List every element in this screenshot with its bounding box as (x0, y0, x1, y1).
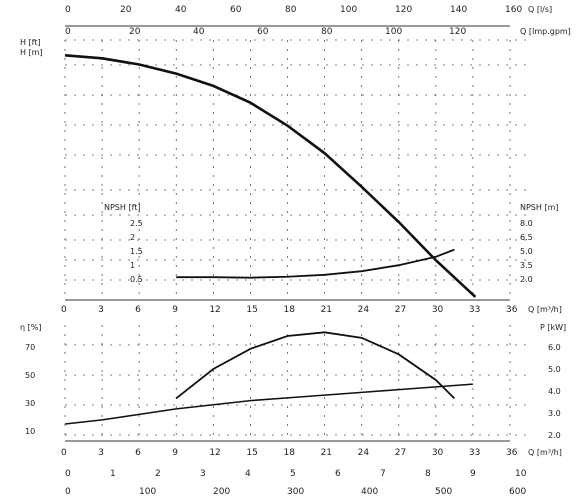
bottom-x-tick: 18 (284, 448, 296, 458)
bottom-x-tick: 24 (358, 448, 370, 458)
top-tick-ls: 80 (285, 5, 297, 15)
bottom-row2-tick: 100 (139, 487, 156, 497)
npsh-tick-left: 2.5 (130, 219, 143, 228)
mid-x-tick: 9 (172, 305, 178, 315)
bottom-x-tick: 0 (61, 448, 67, 458)
power-tick: 3.0 (548, 409, 561, 418)
x-label-bottom: Q [m³/h] (528, 448, 562, 457)
eff-tick: 50 (25, 371, 35, 380)
top-tick-ls: 40 (175, 5, 187, 15)
axes (65, 25, 510, 442)
unit-label-gpm: Q [Imp.gpm] (520, 27, 571, 36)
bottom-x-tick: 30 (432, 448, 444, 458)
top-tick-gpm: 60 (257, 27, 269, 37)
left-unit-ft: H [ft] (20, 38, 41, 47)
top-tick-ls: 100 (340, 5, 357, 15)
top-tick-gpm: 80 (321, 27, 333, 37)
mid-x-tick: 0 (61, 305, 67, 315)
curves (64, 53, 477, 425)
bottom-row2-tick: 0 (65, 487, 71, 497)
top-tick-gpm: 20 (129, 27, 141, 37)
top-tick-ls: 160 (505, 5, 522, 15)
eff-label: η [%] (20, 323, 41, 332)
top-tick-ls: 60 (230, 5, 242, 15)
efficiency-grid (64, 325, 530, 439)
mid-x-tick: 21 (321, 305, 332, 315)
power-curve (64, 383, 473, 425)
bottom-row2-tick: 400 (361, 487, 378, 497)
bottom-x-tick: 21 (321, 448, 332, 458)
tick-labels: 0 20 40 60 80 100 120 140 160 Q [l/s]0 20 40 60 80 100… (20, 5, 571, 497)
bottom-row1-tick: 5 (290, 469, 296, 479)
eff-tick: 70 (25, 343, 35, 352)
npsh-tick-right: 2.0 (520, 275, 533, 284)
bottom-x-tick: 15 (246, 448, 257, 458)
bottom-row1-tick: 4 (245, 469, 251, 479)
bottom-row2-tick: 600 (509, 487, 526, 497)
npsh-tick-right: 6.5 (520, 233, 533, 242)
top-tick-gpm: 120 (449, 27, 466, 37)
npsh-tick-left: 1.5 (130, 247, 143, 256)
top-tick-gpm: 100 (385, 27, 402, 37)
mid-x-tick: 36 (506, 305, 518, 315)
bottom-row1-tick: 8 (425, 469, 431, 479)
efficiency-curve (175, 331, 456, 400)
bottom-x-tick: 12 (209, 448, 220, 458)
npsh-curve (176, 248, 455, 279)
npsh-label-left: NPSH [ft] (104, 203, 141, 212)
power-label: P [kW] (540, 323, 566, 332)
bottom-row1-tick: 6 (335, 469, 341, 479)
power-tick: 6.0 (548, 343, 561, 352)
power-tick: 2.0 (548, 431, 561, 440)
npsh-tick-right: 3.5 (520, 261, 533, 270)
top-tick-gpm: 0 (65, 27, 71, 37)
bottom-x-tick: 33 (469, 448, 480, 458)
npsh-tick-left: 1 (130, 261, 135, 270)
power-tick: 5.0 (548, 365, 561, 374)
mid-x-tick: 27 (395, 305, 406, 315)
x-label-mid: Q [m³/h] (528, 305, 562, 314)
bottom-x-tick: 6 (135, 448, 141, 458)
bottom-row1-tick: 1 (110, 469, 116, 479)
mid-x-tick: 6 (135, 305, 141, 315)
top-tick-gpm: 40 (193, 27, 205, 37)
top-tick-ls: 20 (120, 5, 132, 15)
bottom-x-tick: 9 (172, 448, 178, 458)
bottom-x-tick: 27 (395, 448, 406, 458)
bottom-x-tick: 36 (506, 448, 518, 458)
bottom-row2-tick: 200 (213, 487, 230, 497)
bottom-row1-tick: 10 (515, 469, 527, 479)
top-tick-ls: 140 (450, 5, 467, 15)
npsh-label-right: NPSH [m] (520, 203, 558, 212)
mid-x-tick: 24 (358, 305, 370, 315)
bottom-row1-tick: 0 (65, 469, 71, 479)
bottom-row2-tick: 500 (435, 487, 452, 497)
power-tick: 4.0 (548, 387, 561, 396)
bottom-x-tick: 3 (98, 448, 104, 458)
bottom-row1-tick: 2 (155, 469, 161, 479)
mid-x-tick: 12 (209, 305, 220, 315)
eff-tick: 10 (25, 427, 35, 436)
mid-x-tick: 15 (246, 305, 257, 315)
head-curve (64, 53, 477, 298)
eff-tick: 30 (25, 399, 35, 408)
left-unit-m: H [m] (20, 48, 43, 57)
mid-x-tick: 30 (432, 305, 444, 315)
bottom-row1-tick: 3 (200, 469, 206, 479)
npsh-tick-left: 2 (130, 233, 135, 242)
unit-label-ls: Q [l/s] (528, 5, 552, 14)
mid-x-tick: 3 (98, 305, 104, 315)
npsh-tick-left: 0.5 (130, 275, 143, 284)
mid-x-tick: 18 (284, 305, 296, 315)
top-tick-ls: 0 (65, 5, 71, 15)
npsh-tick-right: 8.0 (520, 219, 533, 228)
top-tick-ls: 120 (395, 5, 412, 15)
bottom-row1-tick: 9 (470, 469, 476, 479)
npsh-tick-right: 5.0 (520, 247, 533, 256)
mid-x-tick: 33 (469, 305, 480, 315)
bottom-row2-tick: 300 (287, 487, 304, 497)
head-grid (64, 39, 530, 300)
bottom-row1-tick: 7 (380, 469, 386, 479)
